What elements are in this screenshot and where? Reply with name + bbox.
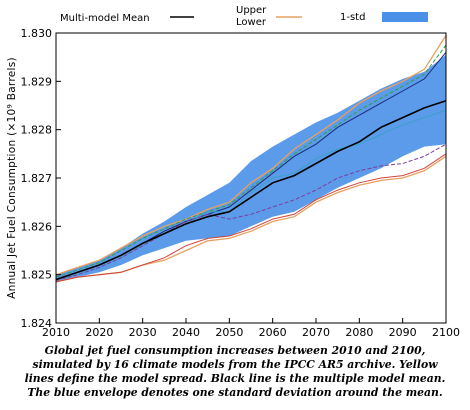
series-line-model-6 (55, 143, 447, 281)
series-line-model-3 (55, 44, 447, 278)
y-tick-label: 1.827 (21, 172, 53, 185)
x-tick-label: 2090 (389, 326, 417, 339)
y-tick-label: 1.829 (21, 75, 53, 88)
x-tick-label: 2030 (129, 326, 157, 339)
band-1-std (56, 54, 446, 282)
axis-layer: 2010 2020 2030 2040 2050 2060 2070 2080 2090 2100… (21, 27, 461, 339)
y-tick-label: 1.830 (21, 27, 53, 40)
legend-label-upper: Upper (236, 5, 267, 16)
x-tick-label: 2080 (345, 326, 373, 339)
figure-caption: Global jet fuel consumption increases be… (24, 344, 446, 399)
y-tick-label: 1.828 (21, 124, 53, 137)
series-line-upper (55, 35, 447, 276)
legend-label-lower: Lower (236, 17, 267, 28)
x-tick-label: 2100 (432, 326, 460, 339)
legend-label-band: 1-std (340, 12, 365, 23)
plot-layer (55, 35, 447, 283)
legend: Multi-model Mean Upper Lower 1-std (60, 5, 428, 28)
x-tick-label: 2050 (215, 326, 243, 339)
x-tick-label: 2060 (259, 326, 287, 339)
x-tick-label: 2040 (172, 326, 200, 339)
x-tick-label: 2010 (42, 326, 70, 339)
y-tick-label: 1.826 (21, 220, 53, 233)
y-tick-label: 1.824 (21, 317, 53, 330)
x-tick-label: 2020 (85, 326, 113, 339)
y-axis-label: Annual Jet Fuel Consumption (×10⁹ Barrel… (6, 57, 18, 299)
series-line-model-7 (55, 153, 447, 283)
series-line-mean (55, 99, 447, 281)
chart-figure: Multi-model Mean Upper Lower 1-std 2010 2… (6, 5, 461, 339)
legend-swatch-band (382, 12, 428, 22)
y-tick-label: 1.825 (21, 269, 53, 282)
x-tick-label: 2070 (302, 326, 330, 339)
legend-label-mean: Multi-model Mean (60, 13, 150, 24)
